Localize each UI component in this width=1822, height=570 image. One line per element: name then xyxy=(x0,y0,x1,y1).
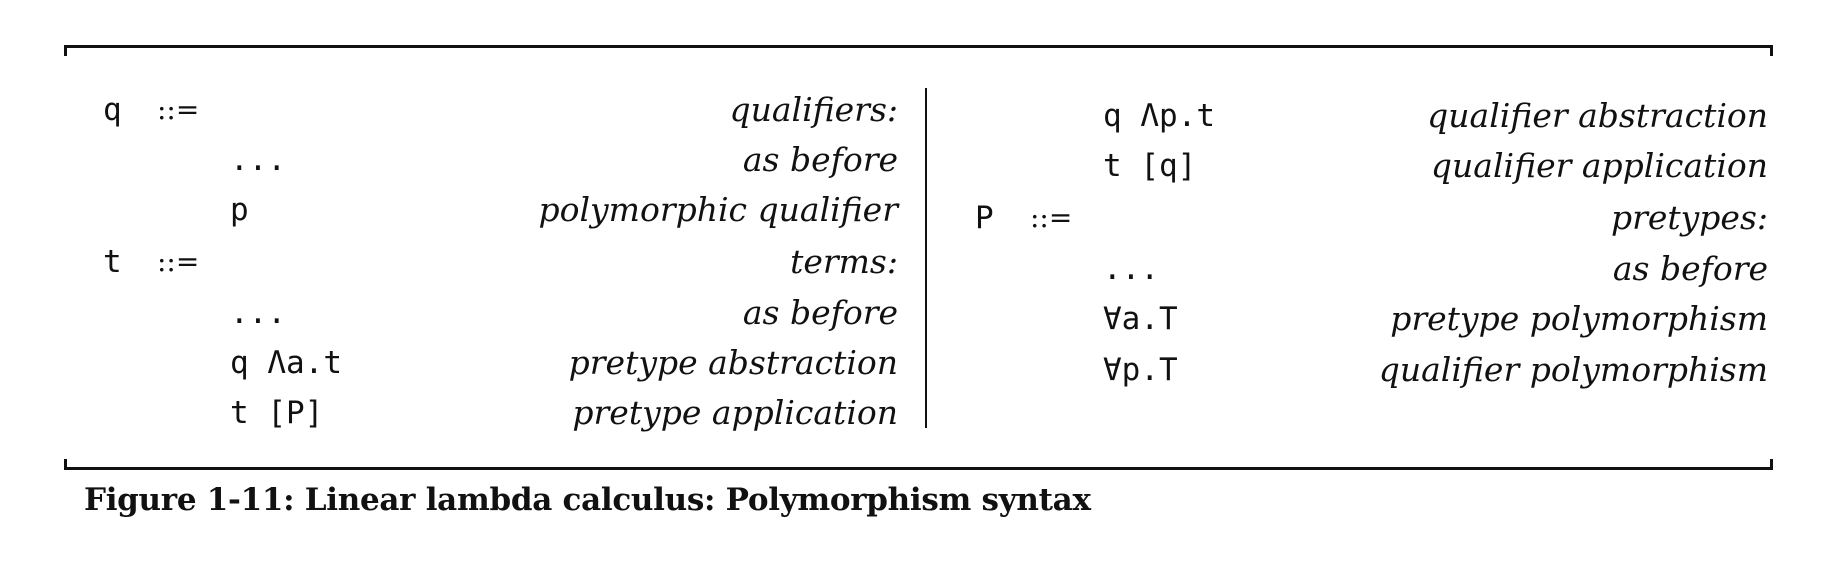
grammar-row: p polymorphic qualifier xyxy=(0,190,910,230)
production-term: ∀p.T xyxy=(1103,352,1178,388)
production-description: as before xyxy=(742,293,898,332)
figure-caption: Figure 1-11: Linear lambda calculus: Pol… xyxy=(84,482,1091,518)
figure-frame-bottom xyxy=(64,467,1773,470)
production-description: pretype abstraction xyxy=(568,343,898,382)
nonterminal: P xyxy=(975,200,994,236)
production-term: ... xyxy=(230,295,286,331)
grammar-row: q Λp.t qualifier abstraction xyxy=(960,96,1770,136)
frame-corner-tick xyxy=(64,459,67,470)
grammar-row: t [q] qualifier application xyxy=(960,146,1770,186)
production-description: qualifier application xyxy=(1430,146,1768,185)
production-description: pretype application xyxy=(572,393,898,432)
frame-corner-tick xyxy=(64,45,67,56)
production-description: qualifiers: xyxy=(729,90,898,129)
production-term: q Λa.t xyxy=(230,345,342,381)
production-description: pretype polymorphism xyxy=(1390,299,1768,338)
grammar-row: ... as before xyxy=(0,293,910,333)
production-description: terms: xyxy=(790,242,898,281)
production-term: p xyxy=(230,192,249,228)
grammar-row: t [P] pretype application xyxy=(0,393,910,433)
production-term: ... xyxy=(230,142,286,178)
column-divider xyxy=(925,88,927,428)
production-description: polymorphic qualifier xyxy=(538,190,898,229)
grammar-row: q ::= qualifiers: xyxy=(0,90,910,130)
production-description: qualifier abstraction xyxy=(1427,96,1768,135)
nonterminal: t xyxy=(103,244,122,280)
grammar-row: ∀p.T qualifier polymorphism xyxy=(960,350,1770,390)
definition-symbol: ::= xyxy=(157,245,200,278)
frame-corner-tick xyxy=(1770,459,1773,470)
grammar-row: ... as before xyxy=(0,140,910,180)
production-description: pretypes: xyxy=(1610,198,1768,237)
production-term: ∀a.T xyxy=(1103,301,1178,337)
production-term: t [P] xyxy=(230,395,324,431)
grammar-row: t ::= terms: xyxy=(0,242,910,282)
grammar-row: q Λa.t pretype abstraction xyxy=(0,343,910,383)
figure-frame-top xyxy=(64,45,1773,48)
definition-symbol: ::= xyxy=(1030,201,1073,234)
grammar-row: P ::= pretypes: xyxy=(960,198,1770,238)
production-description: as before xyxy=(742,140,898,179)
nonterminal: q xyxy=(103,92,122,128)
production-term: q Λp.t xyxy=(1103,98,1215,134)
production-description: as before xyxy=(1612,249,1768,288)
grammar-row: ... as before xyxy=(960,249,1770,289)
definition-symbol: ::= xyxy=(157,93,200,126)
frame-corner-tick xyxy=(1770,45,1773,56)
production-description: qualifier polymorphism xyxy=(1378,350,1768,389)
production-term: ... xyxy=(1103,251,1159,287)
production-term: t [q] xyxy=(1103,148,1197,184)
grammar-row: ∀a.T pretype polymorphism xyxy=(960,299,1770,339)
